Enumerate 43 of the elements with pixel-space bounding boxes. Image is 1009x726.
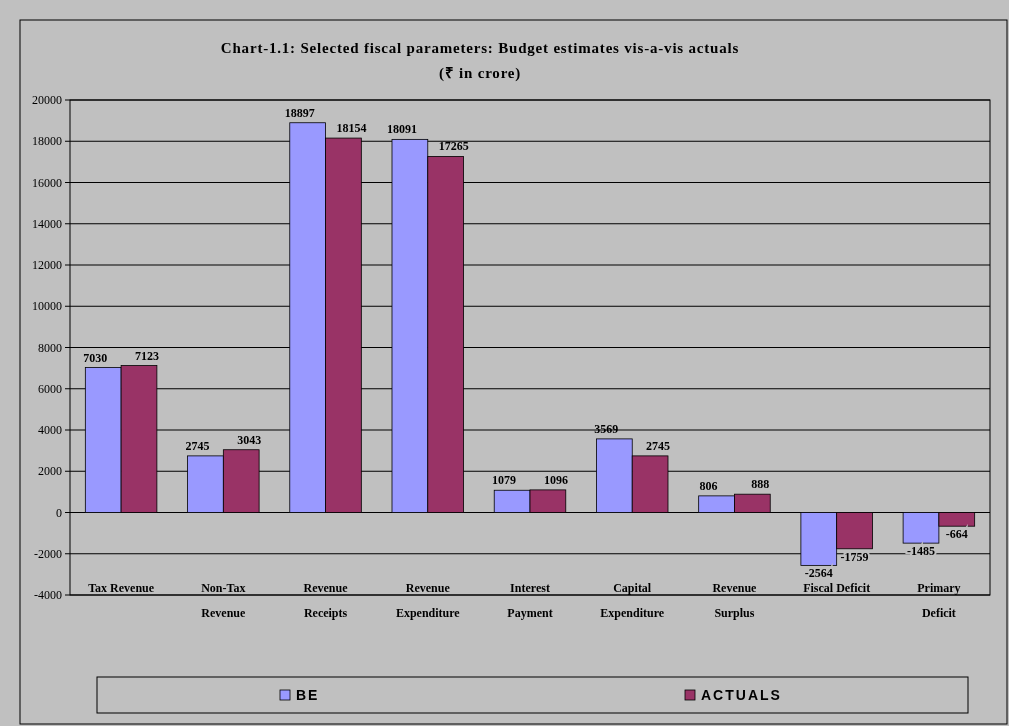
y-tick-label: 8000 [38, 340, 62, 355]
data-label: 18897 [284, 105, 315, 120]
x-tick-label: Fiscal Deficit [803, 581, 871, 595]
x-tick-label: Capital Expenditure [600, 581, 665, 620]
data-label: 1079 [492, 473, 517, 488]
y-tick-label: 2000 [38, 464, 62, 479]
y-tick-label: 18000 [32, 134, 62, 149]
x-tick-label: Interest Payment [507, 581, 553, 620]
x-tick-label: Tax Revenue [88, 581, 155, 595]
y-tick-label: 20000 [32, 93, 62, 107]
data-label: 888 [751, 477, 770, 492]
y-tick-label: 14000 [32, 216, 62, 231]
data-label: -664 [945, 527, 968, 542]
data-label: 2745 [646, 438, 671, 453]
y-tick-label: -2000 [34, 546, 62, 561]
y-tick-label: 12000 [32, 258, 62, 272]
data-label: -2564 [804, 566, 833, 581]
chart-subtitle: (₹ in crore) [438, 65, 522, 82]
data-label: 7123 [135, 348, 159, 363]
data-label: -1759 [840, 549, 869, 564]
x-tick-label: Revenue Surplus [712, 581, 758, 620]
data-label: 18154 [336, 121, 367, 136]
data-label: 1096 [543, 472, 568, 487]
data-label: 806 [699, 478, 718, 493]
y-tick-label: 4000 [38, 423, 62, 437]
x-tick-label: Revenue Expenditure [395, 581, 461, 620]
y-tick-label: 10000 [32, 299, 62, 314]
legend-label: BE [296, 687, 320, 703]
data-label: 3043 [237, 432, 262, 447]
legend-label: ACTUALS [701, 687, 782, 703]
y-tick-label: 6000 [38, 381, 62, 396]
data-label: 7030 [83, 350, 108, 365]
chart-title: Chart-1.1: Selected fiscal parameters: Budget estimates vis-a-vis actuals [220, 40, 740, 56]
y-tick-label: 0 [56, 505, 62, 520]
x-tick-label: Revenue Receipts [303, 581, 349, 620]
y-tick-label: -4000 [34, 588, 62, 602]
x-tick-label: Primary Deficit [917, 581, 961, 620]
y-tick-label: 16000 [32, 175, 62, 190]
x-tick-label: Non-Tax Revenue [201, 581, 246, 620]
data-label: 17265 [438, 139, 469, 154]
data-label: 3569 [594, 421, 619, 436]
data-label: 2745 [185, 438, 210, 453]
data-label: 18091 [386, 122, 417, 137]
